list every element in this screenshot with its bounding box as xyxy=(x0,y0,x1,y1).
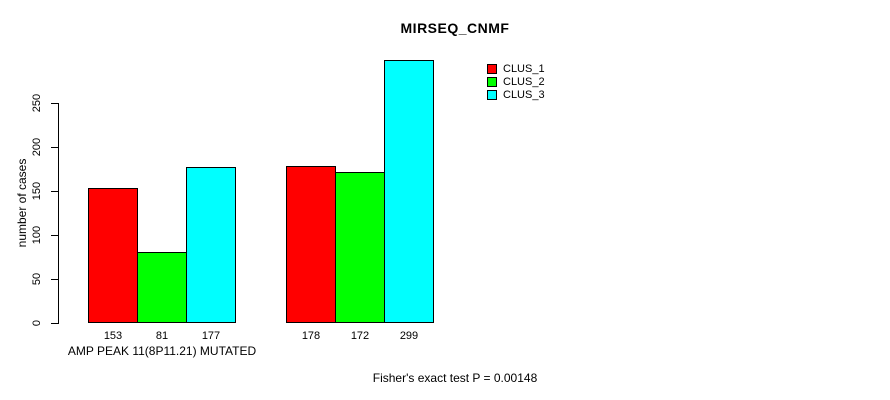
legend-swatch xyxy=(487,90,497,100)
bar-clus_3-group2 xyxy=(384,60,434,323)
chart-title: MIRSEQ_CNMF xyxy=(400,20,510,36)
legend-item: CLUS_1 xyxy=(487,63,545,75)
y-tick-label: 250 xyxy=(31,93,43,113)
y-axis-label: number of cases xyxy=(15,158,29,248)
y-tick-label: 100 xyxy=(31,225,43,245)
legend-label: CLUS_1 xyxy=(503,63,545,75)
legend-label: CLUS_3 xyxy=(503,89,545,101)
legend-item: CLUS_3 xyxy=(487,89,545,101)
y-tick-label: 200 xyxy=(31,137,43,157)
bar-value-label: 178 xyxy=(301,330,321,342)
bar-clus_3-group1 xyxy=(186,167,236,323)
y-axis-line xyxy=(58,103,59,324)
bar-clus_1-group2 xyxy=(286,166,336,323)
x-group-label: AMP PEAK 11(8P11.21) MUTATED xyxy=(67,344,257,358)
legend-label: CLUS_2 xyxy=(503,76,545,88)
legend-swatch xyxy=(487,77,497,87)
legend-item: CLUS_2 xyxy=(487,76,545,88)
y-tick-label: 50 xyxy=(31,272,43,286)
y-tick-mark xyxy=(51,235,58,236)
bar-value-label: 299 xyxy=(399,330,419,342)
bar-value-label: 153 xyxy=(103,330,123,342)
legend: CLUS_1 CLUS_2 CLUS_3 xyxy=(487,63,545,102)
y-tick-label: 150 xyxy=(31,181,43,201)
bar-clus_2-group1 xyxy=(137,252,187,323)
bar-value-label: 81 xyxy=(155,330,169,342)
bar-value-label: 172 xyxy=(350,330,370,342)
y-tick-label: 0 xyxy=(31,319,43,327)
bar-value-label: 177 xyxy=(201,330,221,342)
y-tick-mark xyxy=(51,147,58,148)
bar-clus_2-group2 xyxy=(335,172,385,323)
bar-clus_1-group1 xyxy=(88,188,138,323)
y-tick-mark xyxy=(51,323,58,324)
y-tick-mark xyxy=(51,103,58,104)
y-tick-mark xyxy=(51,279,58,280)
annotation-text: Fisher's exact test P = 0.00148 xyxy=(372,371,538,385)
legend-swatch xyxy=(487,64,497,74)
y-tick-mark xyxy=(51,191,58,192)
